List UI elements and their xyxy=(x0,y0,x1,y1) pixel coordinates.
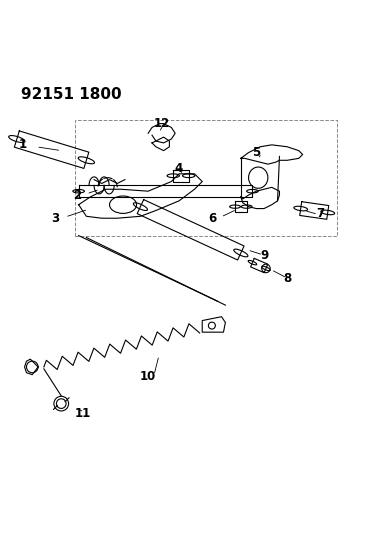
Text: 5: 5 xyxy=(252,146,260,159)
Text: 7: 7 xyxy=(316,207,324,220)
Text: 9: 9 xyxy=(260,249,268,262)
Text: 11: 11 xyxy=(74,407,91,420)
Text: 3: 3 xyxy=(51,212,60,225)
Text: 1: 1 xyxy=(19,139,27,151)
Text: 92151 1800: 92151 1800 xyxy=(21,87,121,102)
Text: 4: 4 xyxy=(175,161,183,174)
Text: 6: 6 xyxy=(208,212,216,225)
Text: 10: 10 xyxy=(140,370,156,383)
Text: 8: 8 xyxy=(283,272,291,285)
Text: 2: 2 xyxy=(73,189,81,201)
Text: 12: 12 xyxy=(154,117,170,130)
